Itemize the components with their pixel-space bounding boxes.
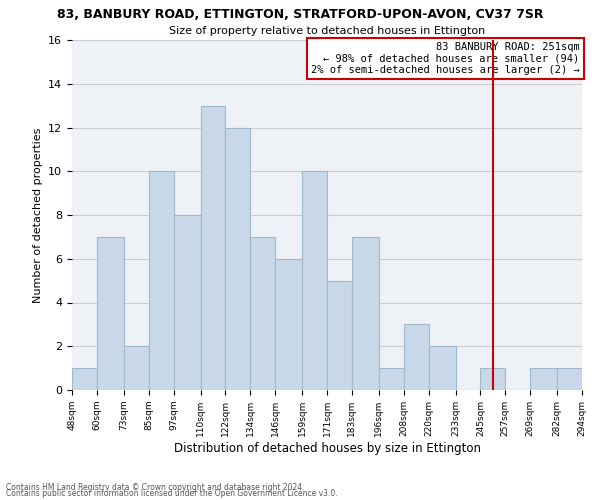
Bar [72,368,97,390]
Bar [557,368,582,390]
Bar [149,171,173,390]
Bar [302,171,327,390]
Bar [124,346,149,390]
Text: Contains HM Land Registry data © Crown copyright and database right 2024.: Contains HM Land Registry data © Crown c… [6,484,305,492]
Bar [428,346,455,390]
Text: 83 BANBURY ROAD: 251sqm
← 98% of detached houses are smaller (94)
2% of semi-det: 83 BANBURY ROAD: 251sqm ← 98% of detache… [311,42,580,75]
X-axis label: Distribution of detached houses by size in Ettington: Distribution of detached houses by size … [173,442,481,454]
Bar [379,368,404,390]
Bar [530,368,557,390]
Bar [481,368,505,390]
Bar [250,237,275,390]
Bar [173,215,200,390]
Bar [352,237,379,390]
Bar [404,324,428,390]
Text: Contains public sector information licensed under the Open Government Licence v3: Contains public sector information licen… [6,490,338,498]
Title: Size of property relative to detached houses in Ettington: Size of property relative to detached ho… [169,26,485,36]
Text: 83, BANBURY ROAD, ETTINGTON, STRATFORD-UPON-AVON, CV37 7SR: 83, BANBURY ROAD, ETTINGTON, STRATFORD-U… [57,8,543,20]
Bar [200,106,226,390]
Bar [275,259,302,390]
Bar [327,280,352,390]
Bar [226,128,250,390]
Bar [97,237,124,390]
Y-axis label: Number of detached properties: Number of detached properties [32,128,43,302]
